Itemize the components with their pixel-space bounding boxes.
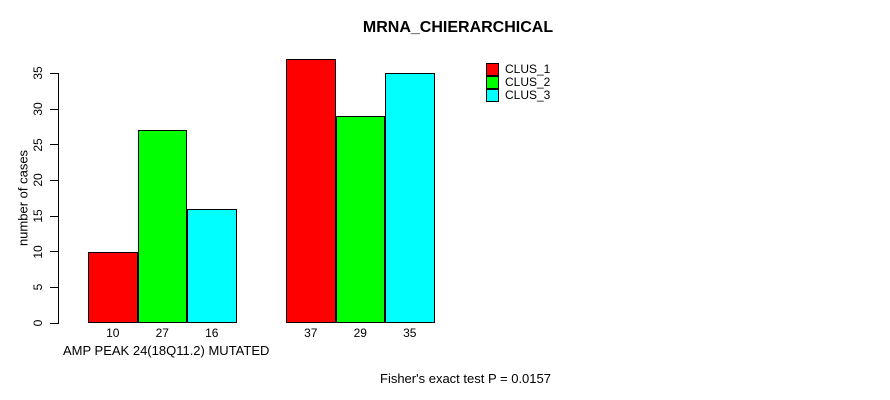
y-axis-tick	[50, 179, 58, 181]
y-axis-tick	[50, 108, 58, 110]
y-axis-line	[58, 73, 59, 324]
y-axis-tick-label: 25	[31, 138, 45, 152]
bar-clus_3	[385, 73, 435, 323]
y-axis-tick	[50, 322, 58, 324]
legend-swatch-clus_1	[486, 63, 499, 76]
y-axis-tick-label: 5	[31, 284, 45, 291]
legend-swatch-clus_2	[486, 76, 499, 89]
legend-label: CLUS_2	[505, 75, 551, 89]
stat-test-result: Fisher's exact test P = 0.0157	[380, 371, 551, 386]
y-axis-tick-label: 20	[31, 173, 45, 188]
y-axis-tick-label: 30	[31, 102, 45, 116]
bar-clus_3	[187, 208, 237, 323]
y-axis-tick	[50, 72, 58, 74]
y-axis-tick-label: 35	[31, 66, 45, 81]
bar-value-label: 16	[205, 326, 219, 340]
y-axis-tick	[50, 215, 58, 217]
bar-value-label: 37	[304, 326, 318, 340]
legend-item-clus_1: CLUS_1	[486, 63, 550, 76]
y-axis-tick	[50, 251, 58, 253]
bar-clus_2	[137, 130, 187, 323]
bar-clus_1	[88, 251, 138, 323]
chart-title: MRNA_CHIERARCHICAL	[362, 19, 554, 36]
y-axis-label: number of cases	[15, 149, 31, 247]
bar-clus_1	[286, 59, 336, 323]
bar-clus_2	[335, 116, 385, 323]
legend-swatch-clus_3	[486, 89, 499, 102]
legend-item-clus_3: CLUS_3	[486, 89, 550, 102]
legend-item-clus_2: CLUS_2	[486, 76, 550, 89]
bar-value-label: 27	[155, 326, 169, 340]
legend-label: CLUS_1	[505, 62, 551, 76]
legend-label: CLUS_3	[505, 88, 551, 102]
y-axis-tick	[50, 286, 58, 288]
bar-value-label: 35	[403, 326, 417, 340]
bar-value-label: 29	[353, 326, 367, 340]
y-axis-tick-label: 0	[31, 319, 45, 327]
y-axis-tick	[50, 144, 58, 146]
legend: CLUS_1 CLUS_2 CLUS_3	[486, 63, 550, 102]
x-axis-label: AMP PEAK 24(18Q11.2) MUTATED	[63, 343, 270, 358]
y-axis-tick-label: 10	[31, 245, 45, 259]
bar-value-label: 10	[106, 326, 120, 340]
y-axis-tick-label: 15	[31, 209, 45, 223]
